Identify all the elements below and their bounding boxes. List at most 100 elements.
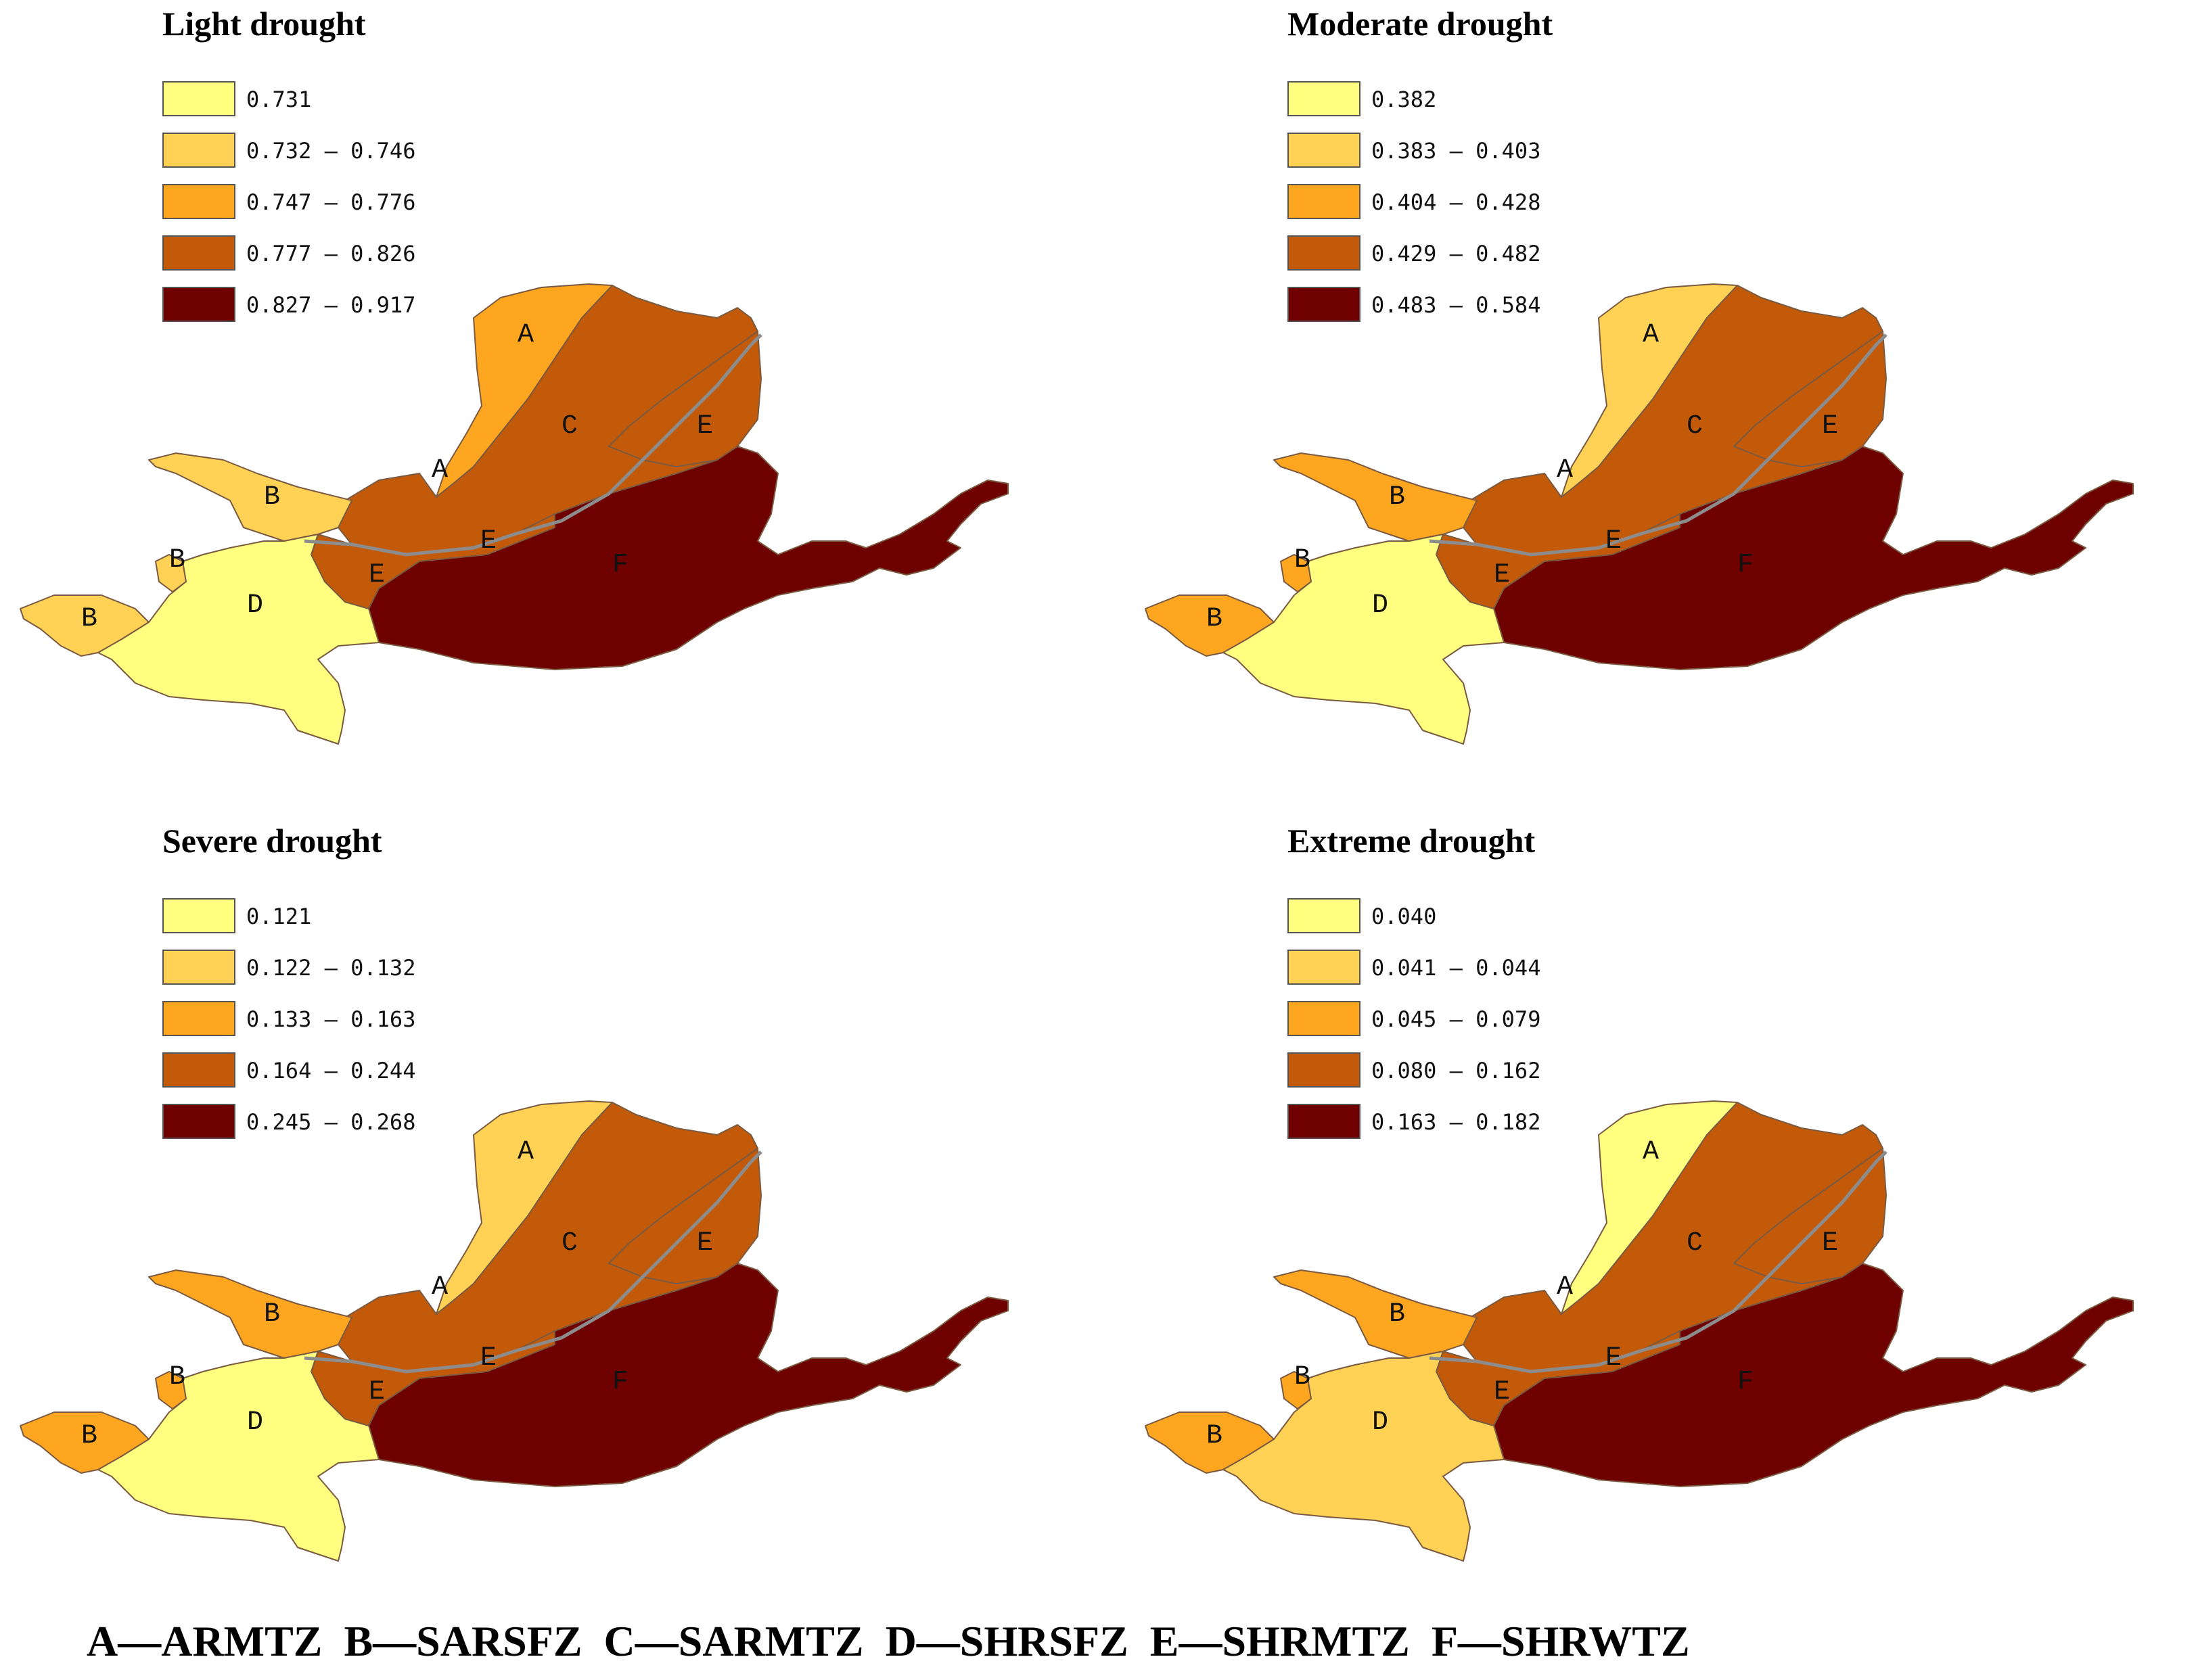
zone-label-c: C [1687,411,1703,442]
legend-label: 0.040 [1371,904,1437,929]
legend-label: 0.164 – 0.244 [246,1058,416,1083]
zone-f [368,1263,1009,1487]
legend-swatch [1287,950,1360,985]
legend-label: 0.245 – 0.268 [246,1109,416,1135]
region-map: A A B B B C D E E E F [1145,283,2134,745]
zone-label-e: E [1605,1343,1622,1374]
legend-label: 0.382 [1371,87,1437,112]
zone-label-b: B [264,1299,280,1330]
zone-b [148,1269,352,1359]
zone-label-b: B [169,1362,185,1393]
zone-label-a: A [518,320,534,350]
legend-swatch [162,1104,235,1139]
zone-label-e: E [697,411,713,442]
zone-label-c: C [562,411,578,442]
zone-label-c: C [562,1228,578,1259]
zone-label-f: F [612,550,628,580]
zone-d [97,1351,380,1562]
zone-label-e: E [1494,1377,1510,1407]
legend-label: 0.383 – 0.403 [1371,138,1541,164]
zone-label-e: E [1494,560,1510,590]
river-line [304,1150,762,1374]
zone-label-a: A [518,1137,534,1167]
zone-label-d: D [247,590,263,621]
legend-swatch [1287,287,1360,322]
legend-swatch [162,235,235,271]
legend-label: 0.731 [246,87,312,112]
zone-label-b: B [1389,1299,1405,1330]
region-map: A A B B B C D E E E F [20,1100,1009,1562]
legend-swatch [1287,1104,1360,1139]
legend-label: 0.122 – 0.132 [246,955,416,981]
river-line [1429,333,1888,557]
zone-label-b: B [1294,1362,1310,1393]
legend-label: 0.732 – 0.746 [246,138,416,164]
zone-label-e: E [697,1228,713,1259]
zone-label-b: B [1206,604,1222,634]
zone-label-b: B [1389,482,1405,513]
legend-swatch [162,184,235,219]
legend-swatch [1287,898,1360,933]
zone-d [1222,534,1505,745]
panel-title: Light drought [162,5,366,43]
legend-label: 0.404 – 0.428 [1371,189,1541,215]
zone-label-d: D [1372,590,1388,621]
map-panel-moderate: A A B B B C D E E E F Moderate drought 0.382 0.383… [1125,0,2196,812]
zone-label-e: E [1822,411,1838,442]
zone-label-b: B [264,482,280,513]
map-panel-light: A A B B B C D E E E F Light drought 0.731 0.732 – … [0,0,1098,812]
zone-label-f: F [1737,1367,1754,1397]
zone-label-b: B [1206,1421,1222,1451]
zone-b [148,452,352,542]
legend-label: 0.045 – 0.079 [1371,1006,1541,1032]
zone-label-a: A [1643,1137,1659,1167]
legend-label: 0.133 – 0.163 [246,1006,416,1032]
zone-f [1493,1263,2134,1487]
legend-swatch [1287,1052,1360,1088]
legend-swatch [1287,235,1360,271]
zone-label-f: F [612,1367,628,1397]
zone-label-a: A [1557,1272,1573,1303]
zone-label-c: C [1687,1228,1703,1259]
zone-label-b: B [169,545,185,576]
legend-label: 0.777 – 0.826 [246,241,416,266]
zone-label-e: E [1822,1228,1838,1259]
legend-label: 0.483 – 0.584 [1371,292,1541,318]
zone-label-a: A [1643,320,1659,350]
zone-label-a: A [1557,455,1573,486]
zone-label-b: B [1294,545,1310,576]
legend-label: 0.429 – 0.482 [1371,241,1541,266]
zone-abbreviation-key: A—ARMTZ B—SARSFZ C—SARMTZ D—SHRSFZ E—SHR… [87,1617,1690,1665]
region-map: A A B B B C D E E E F [1145,1100,2134,1562]
zone-label-e: E [1605,526,1622,557]
zone-f [368,446,1009,670]
panel-title: Severe drought [162,822,382,860]
zone-label-e: E [369,560,385,590]
zone-label-e: E [369,1377,385,1407]
legend-label: 0.080 – 0.162 [1371,1058,1541,1083]
river-line [304,333,762,557]
panel-title: Extreme drought [1287,822,1536,860]
legend-label: 0.747 – 0.776 [246,189,416,215]
legend-label: 0.121 [246,904,312,929]
zone-label-b: B [81,1421,97,1451]
legend-swatch [162,1052,235,1088]
legend-swatch [162,287,235,322]
river-line [1429,1150,1888,1374]
legend-swatch [162,950,235,985]
region-map: A A B B B C D E E E F [20,283,1009,745]
map-panel-extreme: A A B B B C D E E E F Extreme drought 0.040 0.041 … [1125,817,2196,1629]
panel-title: Moderate drought [1287,5,1553,43]
zone-d [97,534,380,745]
legend-swatch [162,81,235,116]
zone-b [1273,452,1478,542]
legend-label: 0.163 – 0.182 [1371,1109,1541,1135]
zone-label-f: F [1737,550,1754,580]
zone-label-d: D [1372,1407,1388,1438]
zone-label-a: A [432,455,448,486]
zone-label-e: E [480,1343,497,1374]
zone-d [1222,1351,1505,1562]
zone-label-d: D [247,1407,263,1438]
legend-label: 0.827 – 0.917 [246,292,416,318]
legend-label: 0.041 – 0.044 [1371,955,1541,981]
